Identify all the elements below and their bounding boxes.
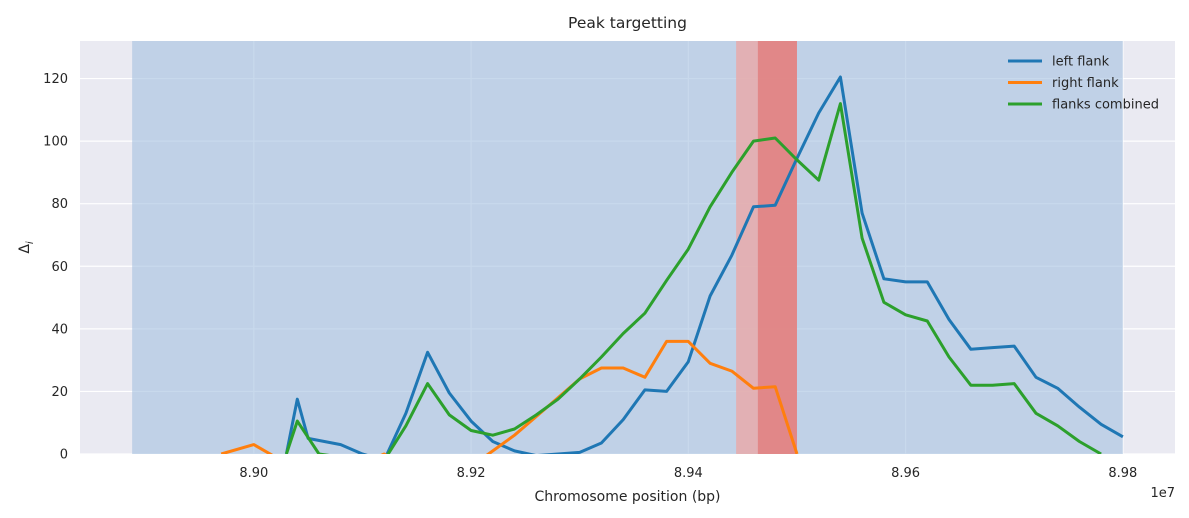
y-axis-label-subscript: i xyxy=(25,241,36,244)
x-tick-label: 8.98 xyxy=(1108,466,1137,481)
shaded-region-3 xyxy=(757,41,797,454)
y-axis-label-symbol: Δ xyxy=(17,244,33,254)
series-line-flanks-combined xyxy=(284,102,1102,454)
x-tick-label: 8.96 xyxy=(891,466,920,481)
y-tick-label: 100 xyxy=(43,135,68,150)
series-line-left-flank xyxy=(284,75,1124,454)
chart-title: Peak targetting xyxy=(568,14,687,32)
x-axis-offset-text: 1e7 xyxy=(1150,486,1175,501)
x-tick-label: 8.90 xyxy=(239,466,268,481)
y-tick-label: 20 xyxy=(51,385,68,400)
x-axis-label: Chromosome position (bp) xyxy=(534,489,720,505)
legend-label-right-flank: right flank xyxy=(1052,76,1119,91)
series-lines xyxy=(220,75,1124,454)
legend: left flank right flank flanks combined xyxy=(1008,55,1159,113)
y-tick-label: 0 xyxy=(60,448,68,463)
y-axis-label: Δi xyxy=(17,241,36,254)
legend-label-flanks-combined: flanks combined xyxy=(1052,98,1159,113)
y-axis-ticks: 0 20 40 60 80 100 120 xyxy=(43,72,68,462)
y-tick-label: 60 xyxy=(51,260,68,275)
x-tick-label: 8.92 xyxy=(457,466,486,481)
x-axis-ticks: 8.90 8.92 8.94 8.96 8.98 xyxy=(239,466,1137,481)
legend-label-left-flank: left flank xyxy=(1052,55,1110,70)
x-tick-label: 8.94 xyxy=(674,466,703,481)
shaded-region-1 xyxy=(132,41,1123,454)
y-tick-label: 80 xyxy=(51,197,68,212)
y-tick-label: 120 xyxy=(43,72,68,87)
series-line-right-flank xyxy=(220,339,799,454)
y-tick-label: 40 xyxy=(51,322,68,337)
shaded-regions xyxy=(132,41,1123,454)
